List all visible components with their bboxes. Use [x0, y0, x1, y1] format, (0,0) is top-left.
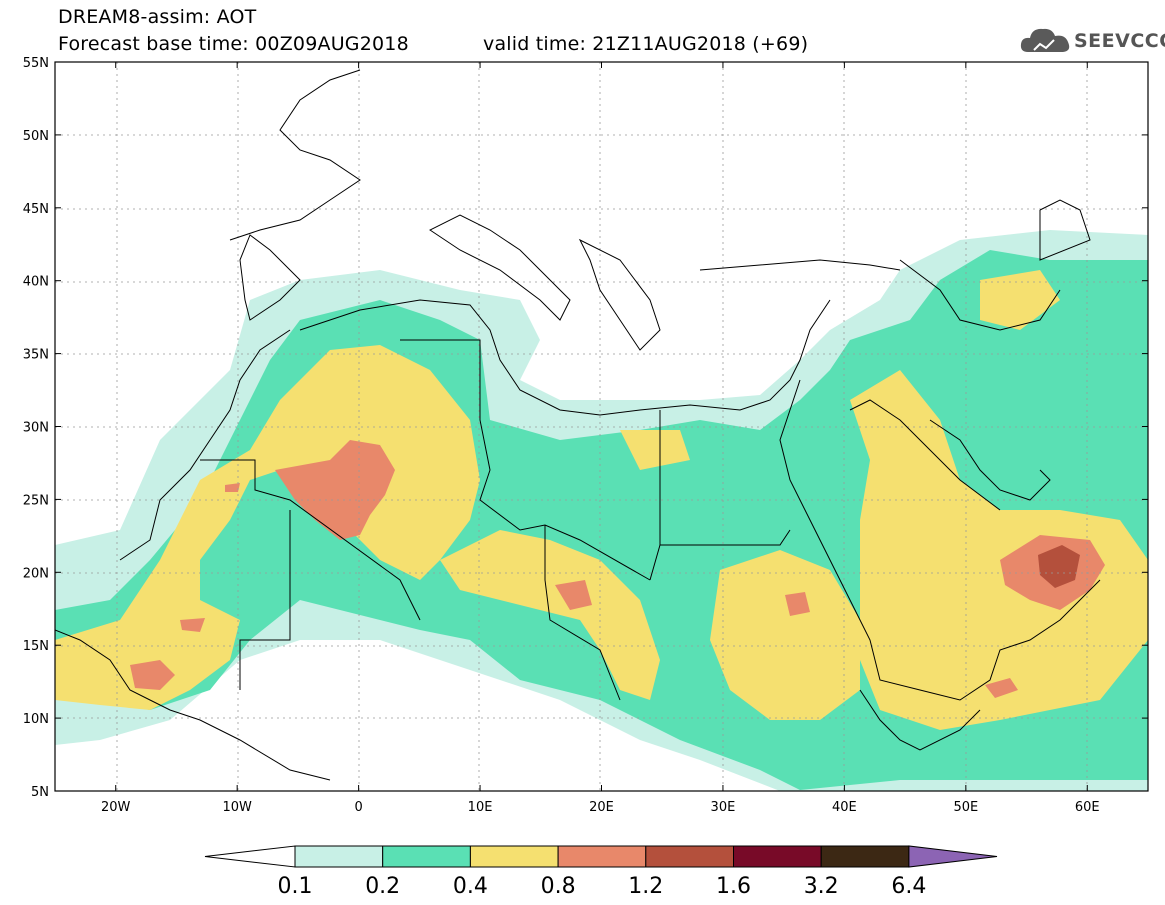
lat-label: 20N	[23, 566, 49, 581]
legend-swatch-under	[204, 845, 296, 868]
longitude-labels: 20W 10W 0 10E 20E 30E 40E 50E 60E	[101, 800, 1100, 815]
legend-swatch	[820, 845, 910, 868]
legend-label: 0.8	[541, 874, 576, 899]
aot-legend: 0.1 0.2 0.4 0.8 1.2 1.6 3.2 6.4	[204, 845, 998, 899]
forecast-base-time: Forecast base time: 00Z09AUG2018	[58, 33, 409, 55]
lat-label: 15N	[23, 639, 49, 654]
legend-label: 0.4	[453, 874, 488, 899]
lon-label: 0	[354, 800, 362, 815]
coastlines	[55, 69, 1101, 781]
legend-label: 1.2	[628, 874, 663, 899]
logo-text: SEEVCCC	[1074, 30, 1165, 52]
legend-label: 3.2	[804, 874, 839, 899]
legend-label: 6.4	[891, 874, 926, 899]
lat-label: 45N	[23, 202, 49, 217]
lon-label: 20E	[589, 800, 614, 815]
lon-label: 60E	[1075, 800, 1100, 815]
legend-swatch	[294, 845, 384, 868]
legend-swatch-over	[908, 845, 998, 868]
legend-swatch	[733, 845, 822, 868]
legend-swatch	[469, 845, 559, 868]
lon-label: 50E	[953, 800, 978, 815]
seevccc-logo: SEEVCCC	[1018, 20, 1165, 60]
lat-label: 30N	[23, 421, 49, 436]
lon-label: 40E	[832, 800, 857, 815]
lat-label: 50N	[23, 129, 49, 144]
lat-label: 5N	[31, 785, 49, 800]
legend-swatch	[557, 845, 647, 868]
graticule	[55, 62, 1148, 791]
product-title: DREAM8-assim: AOT	[58, 6, 257, 28]
lat-label: 10N	[23, 712, 49, 727]
latitude-labels: 55N 50N 45N 40N 35N 30N 25N 20N 15N 10N 5N	[23, 56, 49, 800]
lon-label: 20W	[101, 800, 131, 815]
aot-contour-0.8	[130, 440, 1105, 698]
lon-label: 30E	[711, 800, 736, 815]
legend-label: 0.1	[278, 874, 313, 899]
lat-label: 25N	[23, 493, 49, 508]
legend-label: 0.2	[365, 874, 400, 899]
legend-label: 1.6	[716, 874, 751, 899]
aot-contour-0.4	[55, 270, 1148, 730]
legend-swatch	[382, 845, 471, 868]
legend-swatch	[645, 845, 734, 868]
lat-label: 40N	[23, 275, 49, 290]
lat-label: 55N	[23, 56, 49, 71]
valid-time: valid time: 21Z11AUG2018 (+69)	[483, 33, 809, 55]
lon-label: 10W	[222, 800, 252, 815]
cloud-icon	[1020, 28, 1070, 52]
aot-contour-1.2	[1038, 545, 1080, 588]
lat-label: 35N	[23, 348, 49, 363]
lon-label: 10E	[468, 800, 493, 815]
